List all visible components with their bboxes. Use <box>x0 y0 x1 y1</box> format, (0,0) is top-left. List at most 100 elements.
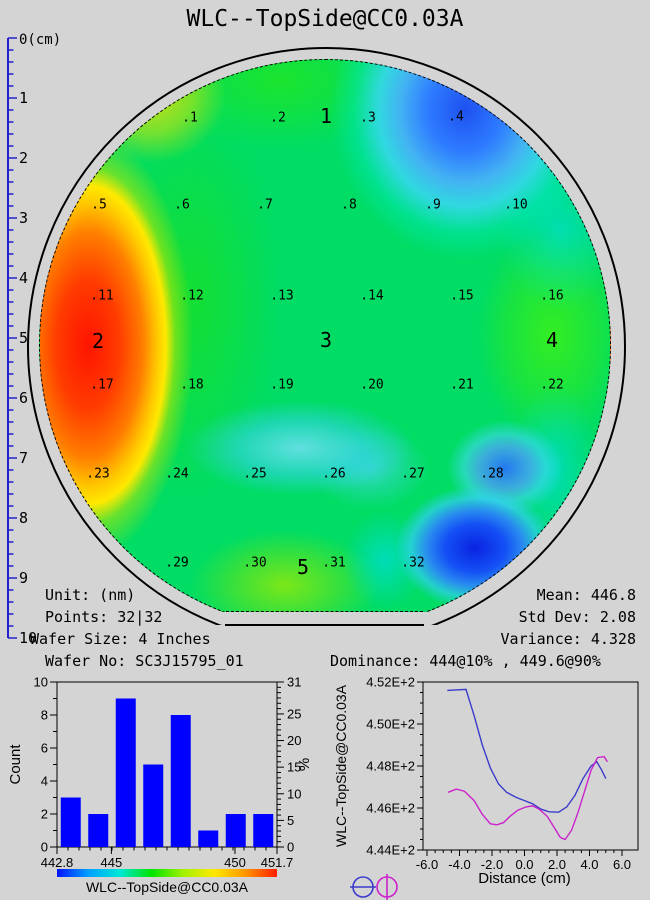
profile-y-tick-label: 4.48E+2 <box>366 759 415 774</box>
wafer-point-label: .1 <box>182 110 198 126</box>
wafer-point-label: .7 <box>257 197 273 213</box>
wafer-point-label: .17 <box>90 377 114 393</box>
count-tick-label: 0 <box>41 840 48 855</box>
wafer-point-label: .28 <box>480 466 504 482</box>
histogram-bars <box>60 698 274 847</box>
profile-y-tick-label: 4.44E+2 <box>366 843 415 858</box>
ruler-zero-label: 0(cm) <box>19 32 60 48</box>
percent-tick-label: 0 <box>287 840 294 855</box>
wafer-point-label: .5 <box>91 197 107 213</box>
hist-x-tick-label: 450 <box>224 855 246 870</box>
wafer-point-label: .4 <box>448 109 464 125</box>
wafer-point-label: .3 <box>360 110 376 126</box>
wafer-point-label: .12 <box>180 288 204 304</box>
profile-x-tick-label: 2.0 <box>548 857 566 872</box>
wafer-point-label: .29 <box>165 555 189 571</box>
count-tick-label: 8 <box>41 708 48 723</box>
ruler-label: 8 <box>19 509 28 527</box>
wafer-outline-circle <box>27 47 626 625</box>
hist-x-tick-label: 442.8 <box>41 855 74 870</box>
wafer-point-label: .6 <box>174 197 190 213</box>
wafer-point-label: .19 <box>270 377 294 393</box>
wafer-no-text: Wafer No: SC3J15795_01 <box>45 652 244 670</box>
count-tick-label: 10 <box>34 675 48 690</box>
unit-text: Unit: (nm) <box>45 586 136 604</box>
wafer-point-label: .31 <box>322 555 346 571</box>
distance-axis-label: Distance (cm) <box>478 870 571 887</box>
profile-y-tick-label: 4.52E+2 <box>366 675 415 690</box>
wafer-size-text: Wafer Size: 4 Inches <box>30 630 211 648</box>
colorbar-label: WLC--TopSide@CC0.03A <box>85 879 249 895</box>
profile-legend <box>350 874 398 900</box>
wafer-contour-flat-boundary <box>226 611 423 612</box>
profile-x-tick-label: -6.0 <box>416 857 438 872</box>
wafer-zone-label: 5 <box>296 555 310 579</box>
variance-text: Variance: 4.328 <box>500 630 636 648</box>
count-tick-label: 4 <box>41 774 48 789</box>
ruler-label: 6 <box>19 389 28 407</box>
ruler-label: 9 <box>19 569 28 587</box>
colorbar-gradient <box>57 869 277 877</box>
wafer-zone-label: 4 <box>545 328 559 352</box>
ruler-label: 5 <box>19 329 28 347</box>
cm-ruler: 0(cm) 1 2 3 4 5 6 7 8 9 10 <box>7 32 60 647</box>
points-text: Points: 32|32 <box>45 608 163 626</box>
wafer-point-label: .27 <box>401 466 425 482</box>
wafer-point-label: .9 <box>425 197 441 213</box>
wafer-zone-label: 1 <box>319 104 333 128</box>
profile-x-tick-label: -4.0 <box>448 857 470 872</box>
percent-tick-label: 20 <box>287 733 301 748</box>
ruler-label: 4 <box>19 269 28 287</box>
wafer-point-label: .10 <box>504 197 528 213</box>
wafer-point-label: .16 <box>540 288 564 304</box>
histogram-chart: 0 2 4 6 8 10 0 5 10 15 20 25 31 442.8 445 450 451.7 Count… <box>7 675 313 871</box>
histogram-bar <box>60 797 81 847</box>
ruler-label: 1 <box>19 89 28 107</box>
wafer-point-label: .26 <box>322 466 346 482</box>
histogram-bar <box>115 698 136 847</box>
hist-x-tick-label: 445 <box>101 855 123 870</box>
percent-tick-label: 31 <box>287 675 301 690</box>
wafer-point-label: .2 <box>270 110 286 126</box>
ruler-label: 3 <box>19 209 28 227</box>
wafer-outline-flat <box>225 624 424 626</box>
profile-x-tick-label: 4.0 <box>580 857 598 872</box>
wafer-contour-surface <box>39 59 611 612</box>
wafer-point-label: .25 <box>243 466 267 482</box>
wafer-point-label: .13 <box>270 288 294 304</box>
std-dev-text: Std Dev: 2.08 <box>518 608 636 626</box>
profile-y-tick-label: 4.50E+2 <box>366 717 415 732</box>
percent-tick-label: 15 <box>287 760 301 775</box>
wafer-point-label: .32 <box>401 555 425 571</box>
histogram-bar <box>143 764 164 847</box>
wafer-point-label: .20 <box>360 377 384 393</box>
ruler-label: 2 <box>19 149 28 167</box>
dominance-text: Dominance: 444@10% , 449.6@90% <box>330 652 601 670</box>
ruler-label: 7 <box>19 449 28 467</box>
wafer-zone-label: 3 <box>319 328 333 352</box>
ruler-label: 10 <box>19 629 37 647</box>
wafer-point-label: .14 <box>360 288 384 304</box>
wafer-point-label: .30 <box>243 555 267 571</box>
percent-tick-label: 25 <box>287 706 301 721</box>
count-tick-label: 2 <box>41 807 48 822</box>
histogram-bar <box>253 814 274 847</box>
count-axis-label: Count <box>7 744 24 785</box>
vertical-diameter-profile <box>447 755 608 841</box>
wafer-point-label: .11 <box>90 288 114 304</box>
horizontal-diameter-profile <box>447 688 607 813</box>
histogram-bar <box>88 814 109 847</box>
histogram-bar <box>225 814 246 847</box>
profile-x-tick-label: 6.0 <box>613 857 631 872</box>
profile-y-axis-label: WLC--TopSide@CC0.03A <box>333 684 349 847</box>
wafer-point-label: .18 <box>180 377 204 393</box>
wafer-point-label: .15 <box>450 288 474 304</box>
wafer-point-label: .8 <box>341 197 357 213</box>
count-tick-label: 6 <box>41 741 48 756</box>
histogram-bar <box>170 715 191 847</box>
wafer-point-label: .21 <box>450 377 474 393</box>
wafer-point-label: .24 <box>165 466 189 482</box>
profile-x-tick-label: -2.0 <box>481 857 503 872</box>
wafer-point-label: .22 <box>540 377 564 393</box>
